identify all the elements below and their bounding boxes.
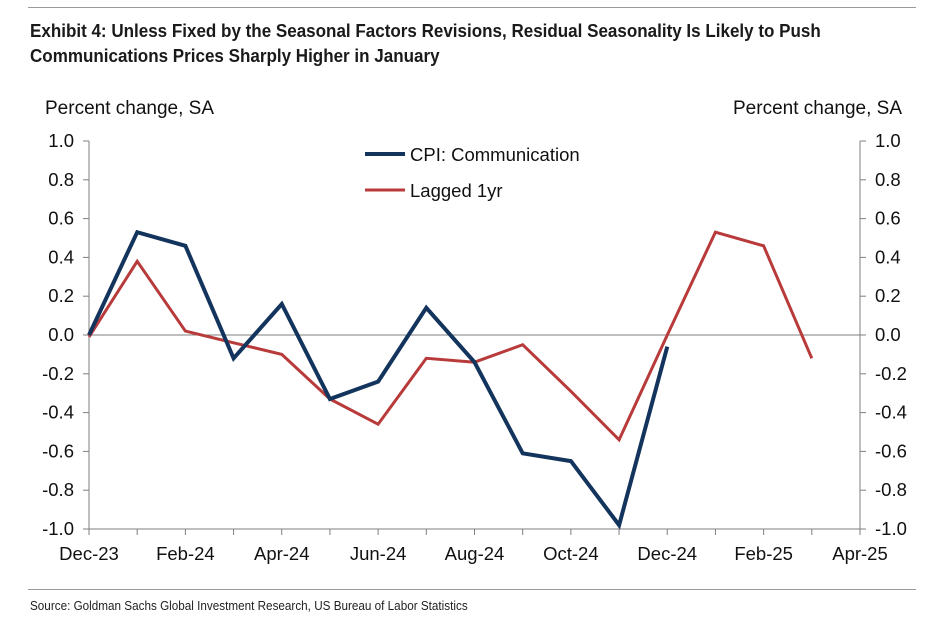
chart-legend: CPI: Communication Lagged 1yr [365, 144, 580, 201]
left-y-tick-label: -0.2 [42, 363, 74, 384]
left-y-tick-label: 0.0 [48, 324, 74, 345]
x-tick-label: Apr-25 [832, 543, 888, 564]
right-y-tick-label: 0.4 [875, 246, 901, 267]
x-tick-label: Oct-24 [543, 543, 599, 564]
right-y-tick-label: -0.4 [875, 402, 907, 423]
chart-series [87, 229, 814, 530]
x-tick-label: Apr-24 [254, 543, 310, 564]
top-rule [28, 7, 916, 8]
left-y-tick-label: 0.6 [48, 208, 74, 229]
bottom-rule [28, 589, 916, 590]
chart-title-line-2: Communications Prices Sharply Higher in … [30, 45, 440, 66]
right-axis-label: Percent change, SA [733, 98, 902, 119]
x-tick-label: Feb-25 [734, 543, 793, 564]
right-y-tick-label: 0.6 [875, 208, 901, 229]
left-y-tick-label: 0.8 [48, 169, 74, 190]
left-y-tick-label: -0.4 [42, 402, 74, 423]
x-tick-label: Dec-23 [59, 543, 119, 564]
left-y-tick-label: -0.8 [42, 479, 74, 500]
right-y-tick-label: -1.0 [875, 518, 907, 539]
left-y-tick-label: -1.0 [42, 518, 74, 539]
left-y-tick-label: -0.6 [42, 440, 74, 461]
chart-title: Exhibit 4: Unless Fixed by the Seasonal … [30, 18, 840, 68]
legend-label-lagged-1yr: Lagged 1yr [410, 180, 503, 201]
right-y-tick-label: -0.6 [875, 440, 907, 461]
right-y-tick-label: 1.0 [875, 130, 901, 151]
right-y-tick-label: -0.2 [875, 363, 907, 384]
right-y-tick-label: -0.8 [875, 479, 907, 500]
left-y-tick-label: 0.4 [48, 246, 74, 267]
legend-label-cpi-communication: CPI: Communication [410, 144, 580, 165]
right-y-tick-label: 0.2 [875, 285, 901, 306]
x-tick-label: Aug-24 [445, 543, 505, 564]
chart-axes: 1.0 1.0 0.8 0.8 0.6 0.6 0.4 0.4 0.2 0.2 0.0 0.0 -0.2… [42, 130, 907, 564]
left-y-tick-label: 1.0 [48, 130, 74, 151]
x-tick-label: Dec-24 [637, 543, 697, 564]
left-axis-label: Percent change, SA [45, 98, 214, 119]
right-y-tick-label: 0.8 [875, 169, 901, 190]
source-note: Source: Goldman Sachs Global Investment … [30, 598, 468, 613]
series-line-lagged-1yr [87, 230, 814, 443]
chart-title-line-1: Exhibit 4: Unless Fixed by the Seasonal … [30, 20, 821, 41]
x-tick-label: Jun-24 [350, 543, 407, 564]
right-y-tick-label: 0.0 [875, 324, 901, 345]
left-y-tick-label: 0.2 [48, 285, 74, 306]
x-tick-label: Feb-24 [156, 543, 215, 564]
series-line-cpi-communication [87, 229, 670, 530]
